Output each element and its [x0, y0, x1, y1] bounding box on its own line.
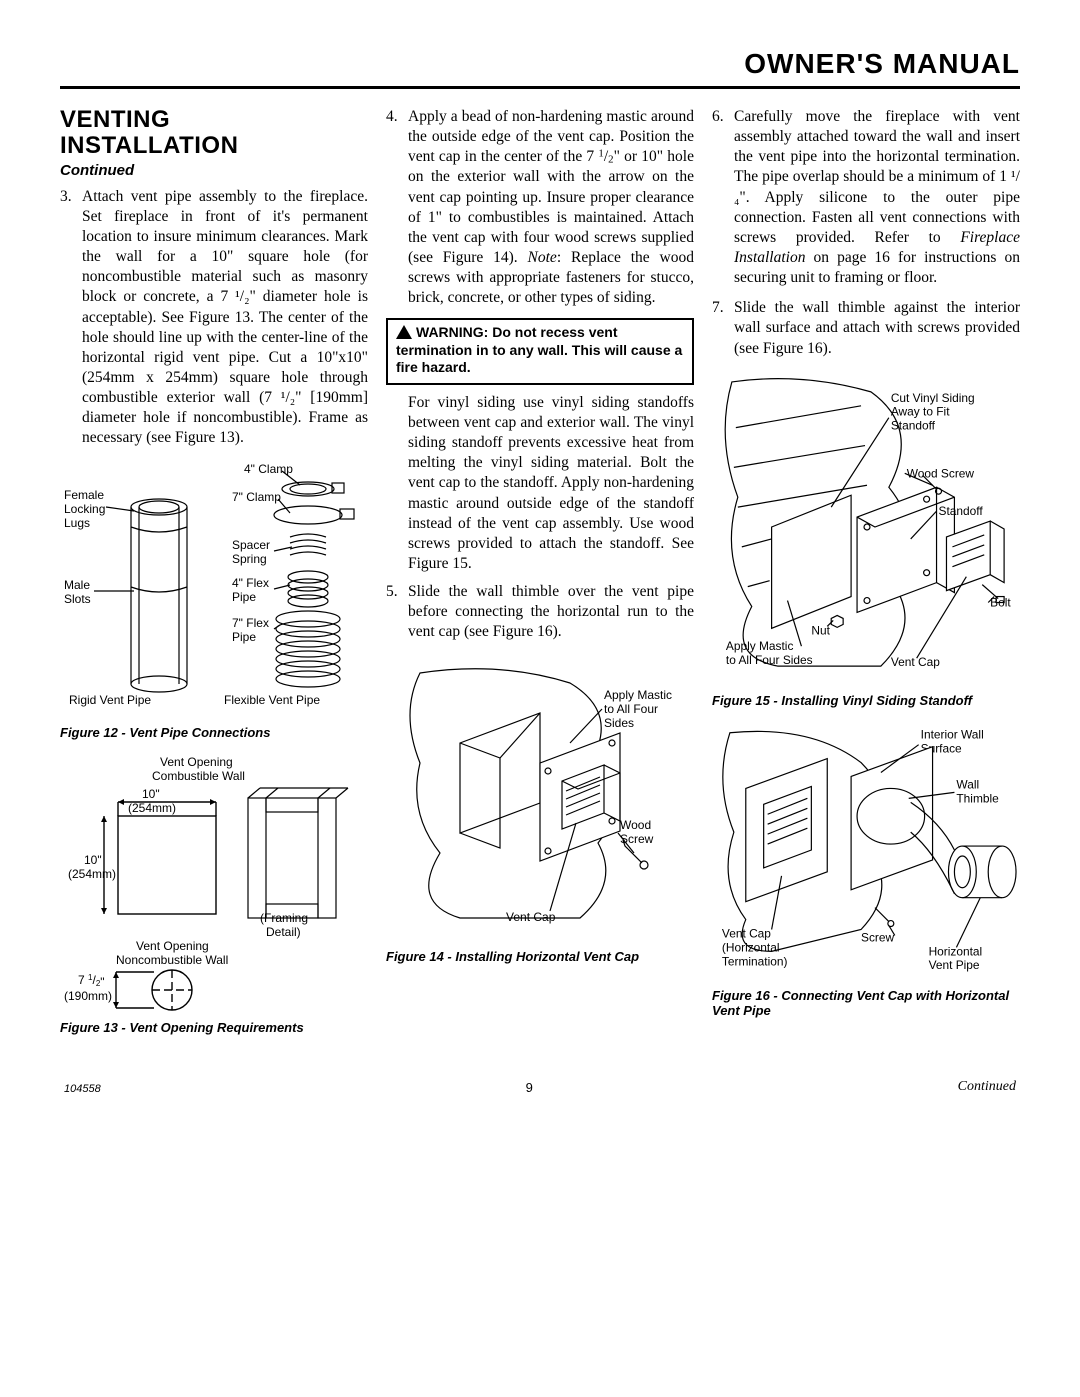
continued-label: Continued — [60, 162, 368, 179]
svg-text:Interior Wall: Interior Wall — [921, 727, 984, 741]
svg-text:Noncombustible Wall: Noncombustible Wall — [116, 953, 228, 967]
figure-15: Cut Vinyl Siding Away to Fit Standoff Wo… — [712, 367, 1020, 687]
svg-text:Apply Mastic: Apply Mastic — [726, 639, 794, 653]
svg-text:to All Four: to All Four — [604, 702, 658, 716]
figure-16: Interior Wall Surface Wall Thimble Vent … — [712, 722, 1020, 982]
warning-box: WARNING: Do not recess vent termination … — [386, 318, 694, 385]
svg-text:Detail): Detail) — [266, 925, 301, 939]
svg-text:(254mm): (254mm) — [68, 867, 116, 881]
section-title-line2: INSTALLATION — [60, 132, 238, 159]
column-2: 4. Apply a bead of non-hardening mastic … — [386, 107, 694, 1049]
vinyl-siding-paragraph: For vinyl siding use vinyl siding stando… — [386, 393, 694, 574]
svg-text:Away to Fit: Away to Fit — [891, 404, 950, 418]
svg-text:Pipe: Pipe — [232, 590, 256, 604]
svg-text:Vent Pipe: Vent Pipe — [929, 958, 980, 972]
step-3-number: 3. — [60, 187, 82, 449]
step-7-text: Slide the wall thimble against the inter… — [734, 298, 1020, 358]
page-header: OWNER'S MANUAL — [60, 48, 1020, 89]
svg-text:7" Flex: 7" Flex — [232, 616, 269, 630]
figure-12-caption: Figure 12 - Vent Pipe Connections — [60, 725, 368, 740]
warning-text: WARNING: Do not recess vent termination … — [396, 324, 682, 375]
svg-text:Vent Cap: Vent Cap — [722, 926, 771, 940]
figure-14-caption: Figure 14 - Installing Horizontal Vent C… — [386, 949, 694, 964]
svg-text:Screw: Screw — [620, 832, 654, 846]
svg-text:to All Four Sides: to All Four Sides — [726, 653, 813, 667]
fig12-rigid: Rigid Vent Pipe — [69, 693, 151, 707]
svg-text:10": 10" — [142, 787, 160, 801]
column-1: VENTING INSTALLATION Continued 3. Attach… — [60, 107, 368, 1049]
svg-text:7 1/2": 7 1/2" — [78, 973, 105, 989]
svg-text:Pipe: Pipe — [232, 630, 256, 644]
figure-13-caption: Figure 13 - Vent Opening Requirements — [60, 1020, 368, 1035]
svg-text:Screw: Screw — [861, 930, 894, 944]
svg-text:Vent Opening: Vent Opening — [136, 939, 209, 953]
section-title-line1: VENTING — [60, 106, 170, 133]
svg-text:Horizontal: Horizontal — [929, 944, 983, 958]
figure-13: Vent Opening Combustible Wall 10" (254mm… — [60, 754, 368, 1014]
svg-text:(254mm): (254mm) — [128, 801, 176, 815]
section-title: VENTING INSTALLATION — [60, 107, 368, 160]
svg-text:Termination): Termination) — [722, 954, 788, 968]
column-3: 6. Carefully move the fireplace with ven… — [712, 107, 1020, 1049]
svg-text:Sides: Sides — [604, 716, 634, 730]
page-footer: 104558 9 Continued — [60, 1079, 1020, 1095]
svg-text:Combustible Wall: Combustible Wall — [152, 769, 245, 783]
figure-14: Apply Mastic to All Four Sides Wood Scre… — [386, 653, 694, 943]
svg-text:Vent Opening: Vent Opening — [160, 755, 233, 769]
svg-text:Male: Male — [64, 578, 90, 592]
step-6-number: 6. — [712, 107, 734, 288]
svg-text:Vent Cap: Vent Cap — [891, 655, 940, 669]
svg-text:Locking: Locking — [64, 502, 105, 516]
svg-text:Slots: Slots — [64, 592, 91, 606]
step-6-text: Carefully move the fireplace with vent a… — [734, 107, 1020, 288]
svg-text:Spring: Spring — [232, 552, 267, 566]
figure-15-caption: Figure 15 - Installing Vinyl Siding Stan… — [712, 693, 1020, 708]
svg-text:(190mm): (190mm) — [64, 989, 112, 1003]
figure-16-caption: Figure 16 - Connecting Vent Cap with Hor… — [712, 988, 1020, 1018]
warning-triangle-icon — [396, 325, 412, 339]
svg-text:Female: Female — [64, 488, 104, 502]
svg-text:Lugs: Lugs — [64, 516, 90, 530]
svg-text:Apply Mastic: Apply Mastic — [604, 688, 672, 702]
step-4-text: Apply a bead of non-hardening mastic aro… — [408, 107, 694, 308]
fig12-flex: Flexible Vent Pipe — [224, 693, 320, 707]
svg-text:Standoff: Standoff — [939, 504, 984, 518]
step-7-number: 7. — [712, 298, 734, 358]
fig12-7clamp: 7" Clamp — [232, 490, 281, 504]
svg-text:Wall: Wall — [956, 777, 979, 791]
figure-12: 4" Clamp Female Locking Lugs 7" Clamp Sp… — [60, 459, 368, 719]
page-number: 9 — [526, 1080, 533, 1095]
svg-text:Spacer: Spacer — [232, 538, 270, 552]
svg-text:4" Flex: 4" Flex — [232, 576, 269, 590]
svg-text:Thimble: Thimble — [956, 791, 999, 805]
svg-text:Cut Vinyl Siding: Cut Vinyl Siding — [891, 391, 975, 405]
doc-number: 104558 — [64, 1083, 101, 1095]
step-3-text: Attach vent pipe assembly to the firepla… — [82, 187, 368, 449]
svg-text:10": 10" — [84, 853, 102, 867]
step-5-text: Slide the wall thimble over the vent pip… — [408, 582, 694, 642]
svg-text:Wood: Wood — [620, 818, 651, 832]
svg-text:Vent Cap: Vent Cap — [506, 910, 556, 924]
step-5-number: 5. — [386, 582, 408, 642]
step-4-number: 4. — [386, 107, 408, 308]
content-columns: VENTING INSTALLATION Continued 3. Attach… — [60, 107, 1020, 1049]
continued-footer: Continued — [958, 1079, 1016, 1095]
